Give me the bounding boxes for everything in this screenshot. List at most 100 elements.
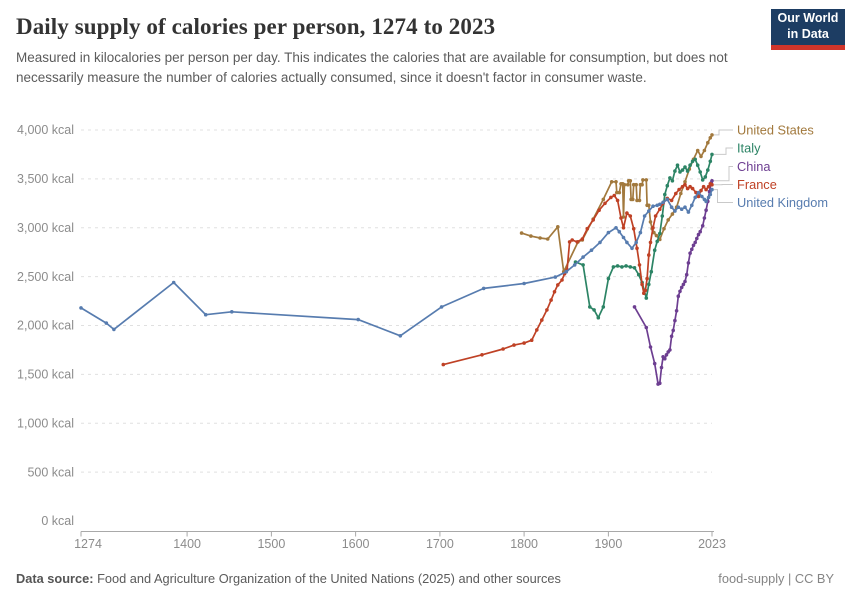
data-point-france-1907[interactable] (612, 193, 617, 198)
data-point-united-kingdom-1274[interactable] (79, 306, 83, 310)
data-point-france-1840[interactable] (556, 283, 560, 287)
data-point-china-1999[interactable] (690, 247, 694, 252)
data-point-united-states-1991[interactable] (683, 180, 687, 184)
data-point-united-kingdom-1913[interactable] (617, 229, 622, 234)
data-point-france-1950[interactable] (648, 240, 653, 245)
data-point-france-1788[interactable] (512, 343, 516, 347)
data-point-united-kingdom-1979[interactable] (673, 209, 677, 213)
data-point-united-states-1904[interactable] (609, 180, 614, 184)
data-point-france-1882[interactable] (591, 218, 595, 222)
data-point-united-kingdom-2011[interactable] (700, 194, 704, 199)
data-point-united-kingdom-1933[interactable] (634, 240, 638, 245)
data-point-united-states-1828[interactable] (545, 237, 550, 241)
data-point-china-2003[interactable] (693, 240, 697, 245)
data-point-france-1930[interactable] (631, 226, 636, 231)
series-line-united-states[interactable] (520, 134, 713, 273)
legend-label-united-kingdom[interactable]: United Kingdom (737, 195, 828, 210)
data-point-united-states-1913[interactable] (617, 190, 622, 195)
data-point-united-states-1940[interactable] (640, 182, 644, 187)
data-point-united-kingdom-1999[interactable] (690, 203, 694, 208)
data-point-united-kingdom-1837[interactable] (553, 275, 558, 279)
data-point-china-1973[interactable] (668, 348, 672, 352)
data-point-france-1809[interactable] (529, 338, 534, 343)
data-point-france-1857[interactable] (570, 238, 574, 242)
data-point-italy-2000[interactable] (690, 159, 695, 164)
data-point-united-kingdom-1918[interactable] (621, 235, 626, 240)
data-point-italy-2006[interactable] (695, 163, 700, 167)
data-point-france-1832[interactable] (549, 298, 553, 302)
data-point-united-kingdom-1961[interactable] (658, 202, 662, 207)
data-point-united-states-1971[interactable] (666, 218, 670, 222)
data-point-china-1967[interactable] (663, 356, 667, 361)
data-point-france-2016[interactable] (704, 187, 708, 192)
data-point-united-kingdom-2021[interactable] (708, 192, 713, 197)
data-point-italy-1906[interactable] (611, 265, 616, 269)
data-point-france-1980[interactable] (674, 191, 678, 196)
data-point-france-2023[interactable] (710, 182, 714, 187)
data-point-united-kingdom-1880[interactable] (589, 248, 594, 252)
data-point-united-kingdom-1890[interactable] (598, 240, 602, 245)
data-point-france-1775[interactable] (501, 347, 505, 351)
legend-label-united-states[interactable]: United States (737, 123, 814, 138)
data-point-united-states-1910[interactable] (615, 190, 619, 195)
data-point-united-kingdom-1909[interactable] (614, 226, 618, 230)
data-point-france-1869[interactable] (580, 237, 585, 241)
data-point-france-1953[interactable] (651, 226, 655, 230)
data-point-united-states-1819[interactable] (538, 236, 542, 240)
data-point-china-1991[interactable] (683, 279, 687, 284)
data-point-united-kingdom-1653[interactable] (398, 334, 403, 338)
data-point-italy-1973[interactable] (668, 176, 672, 180)
data-point-united-kingdom-1422[interactable] (203, 312, 208, 317)
data-point-china-1989[interactable] (681, 282, 686, 287)
data-point-france-1956[interactable] (653, 214, 658, 218)
data-point-united-kingdom-1938[interactable] (638, 230, 643, 235)
data-point-italy-1982[interactable] (675, 163, 680, 167)
data-point-united-states-1941[interactable] (641, 178, 645, 182)
data-point-france-1975[interactable] (669, 198, 674, 203)
data-point-italy-2003[interactable] (693, 157, 697, 162)
data-point-italy-1979[interactable] (673, 169, 677, 173)
data-point-italy-1970[interactable] (665, 183, 670, 188)
data-point-france-1937[interactable] (637, 263, 642, 267)
data-point-france-1903[interactable] (609, 195, 613, 200)
owid-logo[interactable]: Our World in Data (771, 9, 845, 50)
data-point-france-1918[interactable] (621, 226, 626, 230)
data-point-france-2013[interactable] (701, 184, 706, 189)
data-point-china-2007[interactable] (696, 232, 701, 237)
data-point-france-1800[interactable] (522, 341, 526, 345)
data-point-france-1934[interactable] (635, 246, 639, 251)
data-point-united-kingdom-1953[interactable] (651, 204, 655, 208)
data-point-italy-1945[interactable] (644, 296, 649, 300)
data-point-italy-1955[interactable] (652, 248, 657, 252)
data-point-china-1977[interactable] (671, 328, 675, 333)
data-point-united-states-1950[interactable] (648, 220, 653, 224)
data-point-united-states-1966[interactable] (662, 226, 666, 231)
data-point-united-states-1923[interactable] (626, 182, 630, 187)
data-point-united-states-1957[interactable] (654, 233, 659, 238)
data-point-united-states-1934[interactable] (635, 198, 639, 203)
data-point-united-kingdom-1702[interactable] (439, 305, 444, 309)
data-point-france-1961[interactable] (658, 207, 662, 211)
data-point-united-kingdom-1948[interactable] (647, 209, 651, 213)
data-point-china-1963[interactable] (659, 365, 664, 370)
attribution-text[interactable]: food-supply | CC BY (718, 571, 834, 586)
data-point-italy-1997[interactable] (688, 163, 692, 167)
data-point-china-1983[interactable] (676, 294, 681, 299)
data-point-china-2005[interactable] (695, 236, 699, 241)
data-point-united-states-1948[interactable] (647, 203, 651, 208)
data-point-italy-1878[interactable] (588, 305, 592, 309)
data-point-united-kingdom-1943[interactable] (642, 214, 647, 218)
data-point-united-kingdom-1965[interactable] (661, 200, 665, 205)
data-point-france-1940[interactable] (640, 282, 644, 287)
data-point-united-states-1933[interactable] (634, 182, 638, 187)
data-point-italy-1958[interactable] (655, 239, 659, 244)
data-point-china-1997[interactable] (688, 251, 692, 255)
data-point-france-1984[interactable] (677, 187, 681, 192)
data-point-china-1975[interactable] (669, 334, 674, 339)
data-point-italy-1948[interactable] (647, 282, 651, 287)
data-point-united-kingdom-2023[interactable] (710, 187, 714, 192)
data-point-united-kingdom-1922[interactable] (625, 240, 629, 245)
data-point-france-1988[interactable] (680, 184, 685, 189)
data-point-united-kingdom-1975[interactable] (669, 205, 674, 209)
data-point-united-kingdom-1603[interactable] (356, 317, 361, 322)
